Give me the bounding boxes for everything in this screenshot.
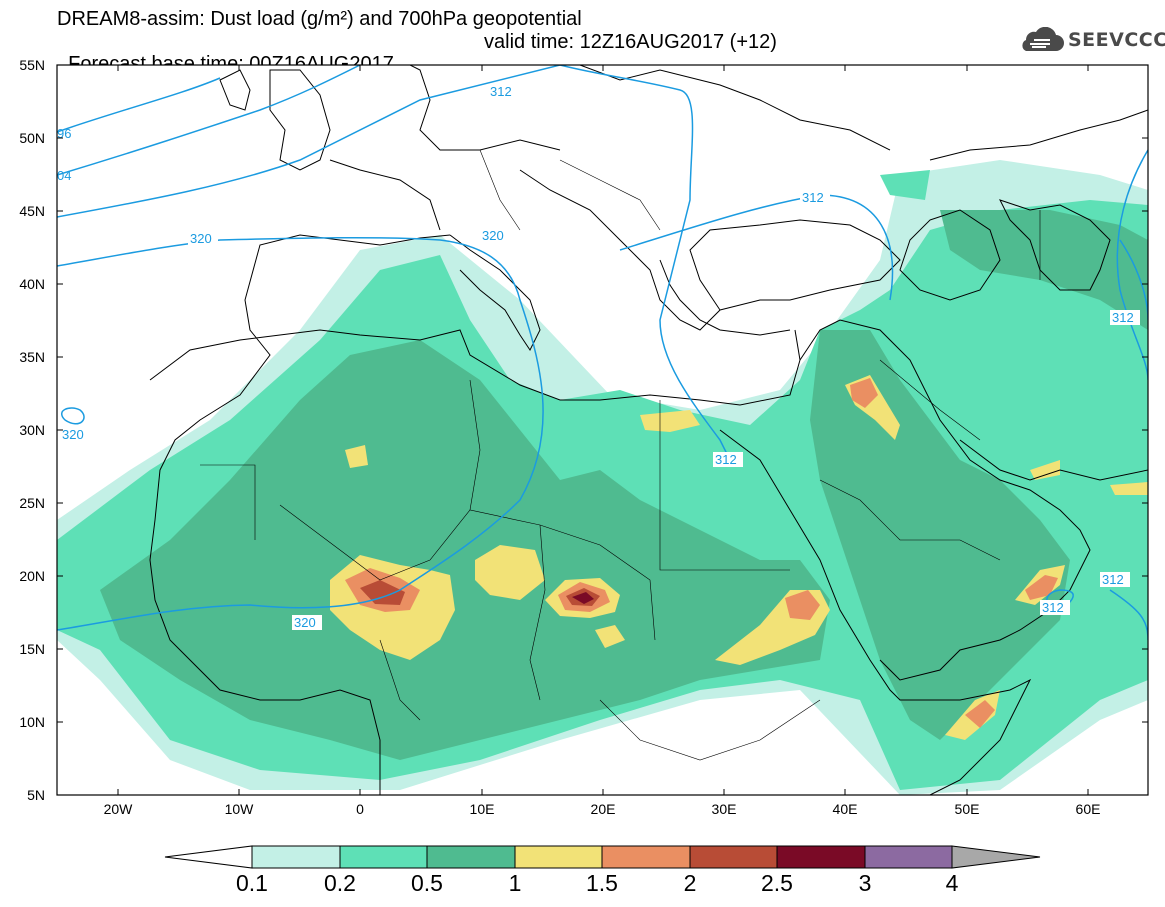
lon-label: 30E (711, 801, 737, 817)
contour-label: 312 (1112, 310, 1134, 325)
contour-labels: 312 312 312 312 312 312 320 320 320 320 … (57, 84, 1140, 630)
valid-time: valid time: 12Z16AUG2017 (+12) (484, 31, 777, 53)
lat-label: 25N (19, 495, 45, 511)
colorbar-label: 2 (683, 870, 697, 896)
lat-label: 20N (19, 568, 45, 584)
contour-label: 312 (802, 190, 824, 205)
map-title: DREAM8-assim: Dust load (g/m²) and 700hP… (57, 8, 582, 30)
colorbar-bin (251, 845, 341, 869)
lon-label: 50E (954, 801, 980, 817)
contour-label: 320 (190, 231, 212, 246)
lat-label: 40N (19, 276, 45, 292)
contour-label: 312 (490, 84, 512, 99)
axis-ticks (57, 64, 1148, 796)
colorbar-bin (339, 845, 428, 869)
colorbar-bin (689, 845, 778, 869)
contour-label: 96 (57, 126, 71, 141)
lat-label: 35N (19, 349, 45, 365)
colorbar-label: 1 (508, 870, 522, 896)
lon-label: 20E (590, 801, 616, 817)
contour-label: 320 (482, 228, 504, 243)
colorbar-label: 0.2 (324, 870, 356, 896)
lat-label: 15N (19, 641, 45, 657)
colorbar-label: 3 (858, 870, 872, 896)
lat-label: 55N (19, 57, 45, 73)
contour-label: 312 (715, 452, 737, 467)
cloud-icon (1022, 27, 1064, 51)
colorbar-label: 1.5 (586, 870, 618, 896)
contour-label: 320 (294, 615, 316, 630)
borders (200, 149, 1041, 761)
colorbar-bin (864, 845, 953, 869)
lon-label: 0 (356, 801, 364, 817)
lat-label: 45N (19, 203, 45, 219)
lon-label: 20W (103, 801, 133, 817)
contour-label: 312 (1102, 572, 1124, 587)
colorbar-under-arrow (164, 845, 253, 869)
lon-label: 10W (224, 801, 254, 817)
colorbar-bin (514, 845, 603, 869)
colorbar-bin (426, 845, 516, 869)
contour-label: 04 (57, 168, 71, 183)
colorbar-label: 0.1 (236, 870, 268, 896)
lon-label: 10E (469, 801, 495, 817)
seevccc-logo: SEEVCCC (1018, 25, 1165, 55)
colorbar (164, 845, 1041, 869)
colorbar-label: 2.5 (761, 870, 793, 896)
contour-label: 312 (1042, 600, 1064, 615)
lon-label: 40E (832, 801, 858, 817)
dust-level-2-5 (572, 592, 594, 604)
contour-label: 320 (62, 427, 84, 442)
colorbar-over-arrow (951, 845, 1041, 869)
colorbar-bin (601, 845, 691, 869)
lat-label: 50N (19, 130, 45, 146)
lat-label: 30N (19, 422, 45, 438)
logo-text: SEEVCCC (1068, 29, 1165, 51)
colorbar-label: 0.5 (411, 870, 443, 896)
lat-label: 10N (19, 714, 45, 730)
colorbar-label: 4 (945, 870, 959, 896)
colorbar-bin (776, 845, 866, 869)
lat-label: 5N (27, 787, 45, 803)
lon-label: 60E (1075, 801, 1101, 817)
